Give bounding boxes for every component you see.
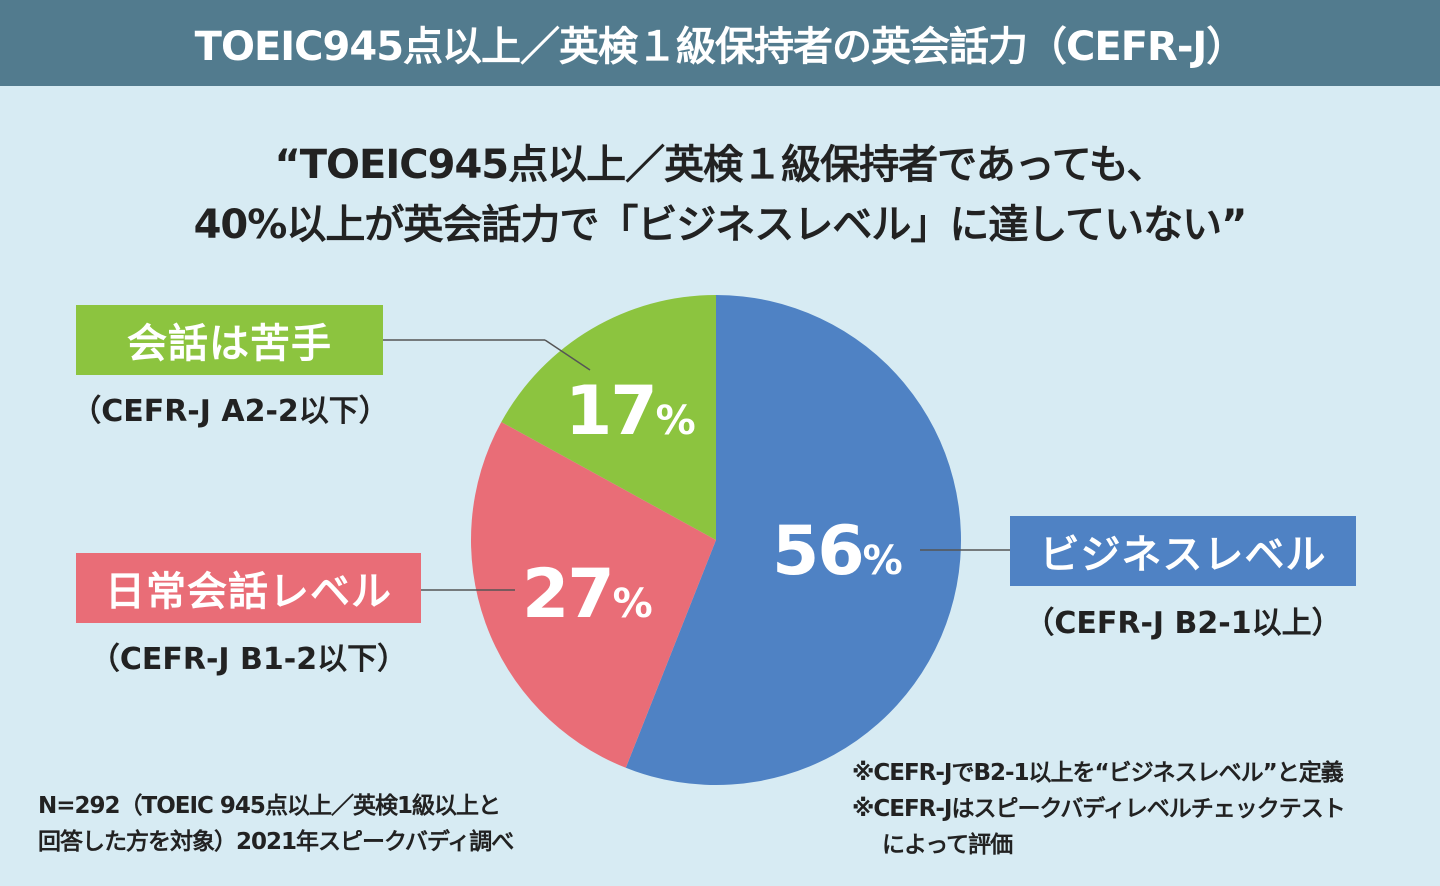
definition-note-1: ※CEFR-JでB2-1以上を“ビジネスレベル”と定義 [852, 760, 1344, 786]
headline: “TOEIC945点以上／英検１級保持者であっても、 40%以上が英会話力で「ビ… [0, 135, 1440, 255]
data-label-blue: 56% [772, 512, 903, 591]
legend-label-blue: ビジネスレベル [1010, 516, 1356, 586]
pie-slice-weak [501, 295, 716, 540]
legend-label-red: 日常会話レベル [76, 553, 421, 623]
leader-line-green-diag [544, 339, 591, 371]
pie-slice-daily [471, 421, 716, 768]
legend-sublabel-blue: （CEFR-J B2-1以上） [1024, 606, 1342, 641]
sample-note: N=292（TOEIC 945点以上／英検1級以上と 回答した方を対象）2021… [38, 788, 514, 860]
definition-note: ※CEFR-JでB2-1以上を“ビジネスレベル”と定義 ※CEFR-Jはスピーク… [852, 755, 1346, 863]
legend-sublabel-red: （CEFR-J B1-2以下） [89, 642, 408, 677]
headline-line-2: 40%以上が英会話力で「ビジネスレベル」に達していない” [193, 202, 1248, 248]
chart-title-bar: TOEIC945点以上／英検１級保持者の英会話力（CEFR-J） [0, 0, 1440, 86]
legend-label-green: 会話は苦手 [76, 305, 383, 375]
definition-note-2: ※CEFR-Jはスピークバディレベルチェックテスト [852, 796, 1346, 822]
data-label-green-value: 17 [565, 372, 658, 451]
unit: % [612, 581, 653, 627]
sample-note-line-2: 回答した方を対象）2021年スピークバディ調べ [38, 829, 514, 855]
definition-note-3: によって評価 [882, 832, 1013, 858]
unit: % [655, 398, 696, 444]
legend-sublabel-green: （CEFR-J A2-2以下） [71, 394, 389, 429]
data-label-red-value: 27 [522, 555, 615, 634]
headline-line-1: “TOEIC945点以上／英検１級保持者であっても、 [274, 142, 1166, 188]
unit: % [862, 538, 903, 584]
data-label-red: 27% [522, 555, 653, 634]
data-label-green: 17% [565, 372, 696, 451]
pie-slice-business [625, 295, 961, 785]
data-label-blue-value: 56 [772, 512, 865, 591]
sample-note-line-1: N=292（TOEIC 945点以上／英検1級以上と [38, 793, 501, 819]
chart-title: TOEIC945点以上／英検１級保持者の英会話力（CEFR-J） [194, 24, 1247, 70]
